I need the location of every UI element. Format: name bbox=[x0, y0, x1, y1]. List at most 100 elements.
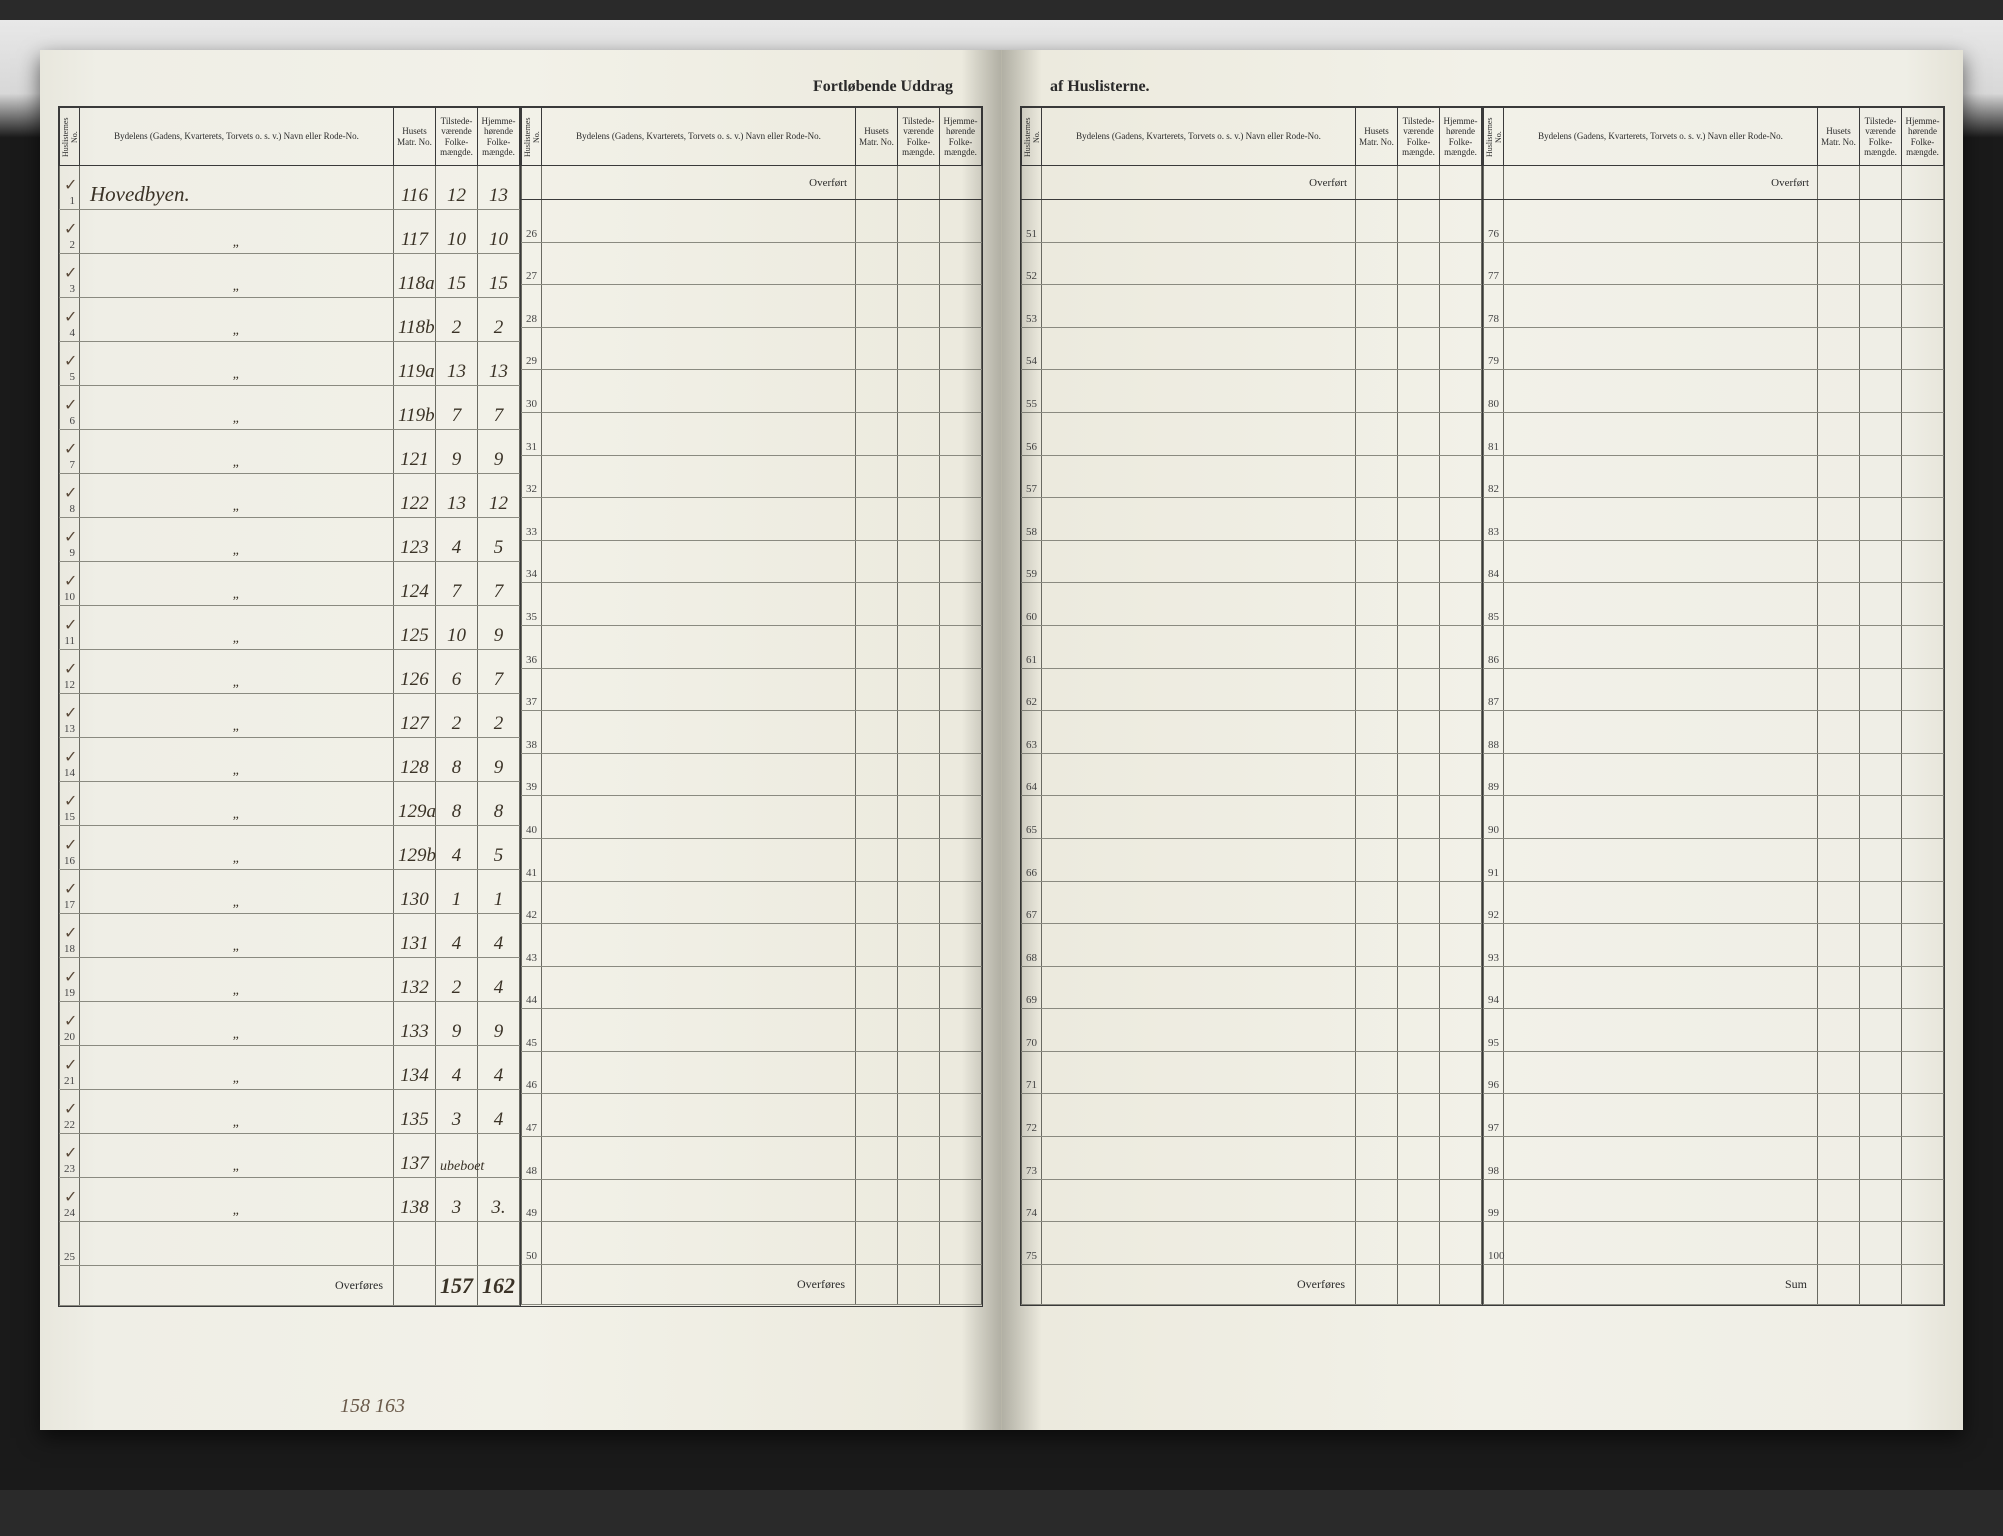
table-row: 60 bbox=[1022, 583, 1482, 626]
row-number: 42 bbox=[522, 881, 542, 924]
t-cell: 8 bbox=[436, 782, 478, 826]
row-number: 84 bbox=[1484, 540, 1504, 583]
empty-cell bbox=[1398, 924, 1440, 967]
bydel-cell: „ bbox=[80, 1002, 394, 1046]
empty-cell bbox=[1356, 540, 1398, 583]
empty-cell bbox=[1902, 1179, 1944, 1222]
table-row: ✓ 19„13224 bbox=[60, 958, 520, 1002]
empty-cell bbox=[1356, 753, 1398, 796]
empty-cell bbox=[1440, 200, 1482, 243]
empty-cell bbox=[898, 540, 940, 583]
empty-cell bbox=[940, 625, 982, 668]
table-row: 41 bbox=[522, 838, 982, 881]
overfort-label: Overført bbox=[542, 166, 856, 200]
empty-cell bbox=[1860, 1009, 1902, 1052]
empty-cell bbox=[1902, 711, 1944, 754]
row-number: ✓ 4 bbox=[60, 298, 80, 342]
table-row: 61 bbox=[1022, 625, 1482, 668]
table-row: 66 bbox=[1022, 838, 1482, 881]
empty-cell bbox=[898, 1179, 940, 1222]
hdr-no: Huslisternes No. bbox=[1022, 108, 1042, 166]
empty-cell bbox=[898, 711, 940, 754]
empty-cell bbox=[1356, 242, 1398, 285]
row-number: ✓ 15 bbox=[60, 782, 80, 826]
row-number: ✓ 14 bbox=[60, 738, 80, 782]
table-row: 86 bbox=[1484, 625, 1944, 668]
empty-cell bbox=[1860, 540, 1902, 583]
table-row: 78 bbox=[1484, 285, 1944, 328]
empty-cell bbox=[1440, 1051, 1482, 1094]
empty-cell bbox=[1818, 1222, 1860, 1265]
empty-cell bbox=[856, 881, 898, 924]
h-cell bbox=[478, 1222, 520, 1266]
empty-cell bbox=[940, 200, 982, 243]
empty-cell bbox=[1356, 881, 1398, 924]
empty-cell bbox=[1818, 412, 1860, 455]
row-number: 48 bbox=[522, 1137, 542, 1180]
matr-cell: 116 bbox=[394, 166, 436, 210]
empty-cell bbox=[856, 625, 898, 668]
empty-cell bbox=[1356, 327, 1398, 370]
empty-cell bbox=[1902, 455, 1944, 498]
overfores-label: Overføres bbox=[80, 1266, 394, 1306]
empty-cell bbox=[542, 540, 856, 583]
matr-cell: 135 bbox=[394, 1090, 436, 1134]
empty-cell bbox=[542, 455, 856, 498]
empty-cell bbox=[856, 753, 898, 796]
empty-cell bbox=[1860, 1179, 1902, 1222]
row-number: 69 bbox=[1022, 966, 1042, 1009]
empty-cell bbox=[1440, 1222, 1482, 1265]
table-row: 34 bbox=[522, 540, 982, 583]
empty-cell bbox=[1504, 412, 1818, 455]
empty-cell bbox=[940, 327, 982, 370]
table-row: 82 bbox=[1484, 455, 1944, 498]
row-number: 63 bbox=[1022, 711, 1042, 754]
empty-cell bbox=[1902, 966, 1944, 1009]
empty-cell bbox=[1356, 412, 1398, 455]
h-cell: 12 bbox=[478, 474, 520, 518]
overfort-label: Overført bbox=[1504, 166, 1818, 200]
h-cell: 7 bbox=[478, 386, 520, 430]
empty-cell bbox=[542, 200, 856, 243]
row-number: 72 bbox=[1022, 1094, 1042, 1137]
bydel-cell: „ bbox=[80, 298, 394, 342]
empty-cell bbox=[898, 1222, 940, 1265]
table-row: 46 bbox=[522, 1051, 982, 1094]
empty-cell bbox=[1440, 796, 1482, 839]
matr-cell: 128 bbox=[394, 738, 436, 782]
empty-cell bbox=[1440, 711, 1482, 754]
empty-cell bbox=[1042, 1009, 1356, 1052]
row-number: 25 bbox=[60, 1222, 80, 1266]
empty-cell bbox=[542, 625, 856, 668]
h-cell: 4 bbox=[478, 958, 520, 1002]
empty-cell bbox=[542, 412, 856, 455]
empty-cell bbox=[1902, 753, 1944, 796]
row-number: 33 bbox=[522, 498, 542, 541]
empty-cell bbox=[1860, 711, 1902, 754]
empty-cell bbox=[1902, 370, 1944, 413]
empty-cell bbox=[542, 1009, 856, 1052]
row-number: 51 bbox=[1022, 200, 1042, 243]
row-number: 95 bbox=[1484, 1009, 1504, 1052]
table-row: ✓ 6„119b77 bbox=[60, 386, 520, 430]
empty-cell bbox=[1902, 540, 1944, 583]
matr-cell: 129a bbox=[394, 782, 436, 826]
table-row: 64 bbox=[1022, 753, 1482, 796]
matr-cell bbox=[394, 1222, 436, 1266]
footer-row-a: Overføres 157 162 bbox=[60, 1266, 520, 1306]
empty-cell bbox=[1440, 285, 1482, 328]
empty-cell bbox=[1860, 668, 1902, 711]
row-number: 34 bbox=[522, 540, 542, 583]
h-cell: 10 bbox=[478, 210, 520, 254]
empty-cell bbox=[856, 285, 898, 328]
empty-cell bbox=[898, 838, 940, 881]
table-row: 31 bbox=[522, 412, 982, 455]
empty-cell bbox=[856, 668, 898, 711]
empty-cell bbox=[1440, 412, 1482, 455]
empty-cell bbox=[542, 796, 856, 839]
row-number: 85 bbox=[1484, 583, 1504, 626]
ledger-table-a: Huslisternes No. Bydelens (Gadens, Kvart… bbox=[59, 107, 520, 1306]
header-row: Huslisternes No. Bydelens (Gadens, Kvart… bbox=[60, 108, 520, 166]
empty-cell bbox=[1504, 753, 1818, 796]
row-number: 96 bbox=[1484, 1051, 1504, 1094]
